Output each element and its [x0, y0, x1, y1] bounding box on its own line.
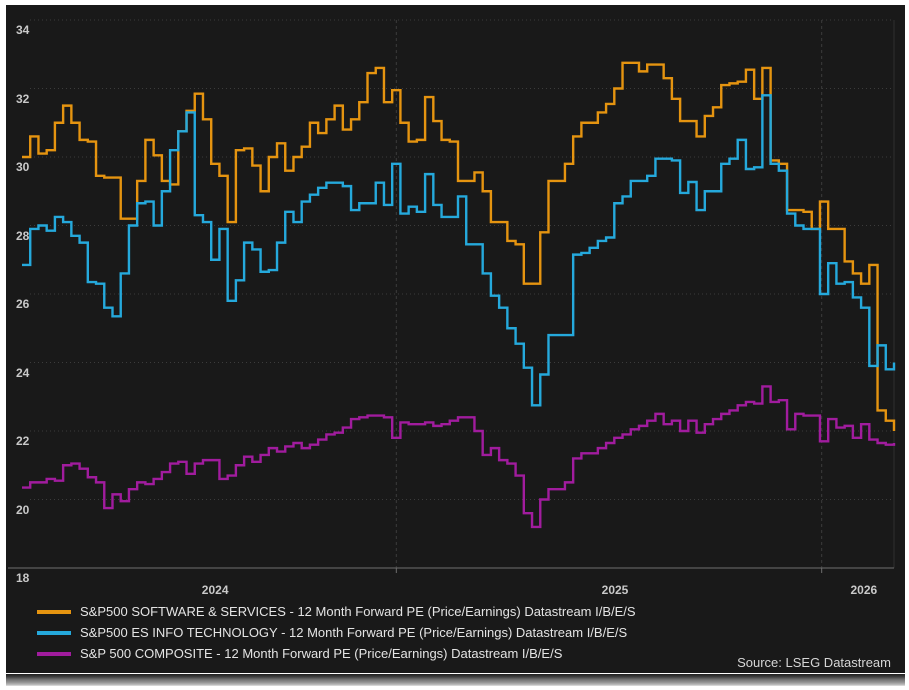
- legend-label: S&P500 ES INFO TECHNOLOGY - 12 Month For…: [80, 625, 628, 640]
- y-tick-label: 30: [16, 160, 30, 174]
- y-tick-label: 24: [16, 365, 30, 380]
- y-tick-label: 22: [16, 434, 30, 448]
- horizontal-scrollbar[interactable]: [6, 674, 905, 686]
- legend: S&P500 SOFTWARE & SERVICES - 12 Month Fo…: [37, 601, 636, 664]
- y-tick-label: 34: [16, 23, 30, 37]
- legend-swatch-orange: [37, 609, 71, 614]
- source-note: Source: LSEG Datastream: [737, 655, 891, 670]
- chart-canvas: [8, 19, 896, 573]
- legend-label: S&P500 SOFTWARE & SERVICES - 12 Month Fo…: [80, 604, 636, 619]
- legend-item-software-services: S&P500 SOFTWARE & SERVICES - 12 Month Fo…: [37, 601, 636, 622]
- y-tick-label: 32: [16, 91, 30, 106]
- series-line-2: [22, 385, 896, 529]
- y-tick-label: 20: [16, 502, 30, 517]
- legend-label: S&P 500 COMPOSITE - 12 Month Forward PE …: [80, 646, 563, 661]
- y-tick-label: 26: [16, 297, 30, 311]
- legend-swatch-cyan: [37, 630, 71, 635]
- legend-swatch-magenta: [37, 651, 71, 656]
- x-tick-label-2026: 2026: [850, 583, 878, 597]
- legend-item-composite: S&P 500 COMPOSITE - 12 Month Forward PE …: [37, 643, 636, 664]
- x-tick-label-2025: 2025: [601, 583, 629, 597]
- chart-panel: 18 20 22 24 26 28 30 32 34 2024 2025 2026 S&P500…: [6, 5, 905, 673]
- legend-item-info-technology: S&P500 ES INFO TECHNOLOGY - 12 Month For…: [37, 622, 636, 643]
- series-line-1: [22, 94, 896, 407]
- x-tick-label-2024: 2024: [201, 583, 229, 597]
- y-tick-label: 28: [16, 228, 30, 243]
- y-tick-label: 18: [16, 571, 30, 585]
